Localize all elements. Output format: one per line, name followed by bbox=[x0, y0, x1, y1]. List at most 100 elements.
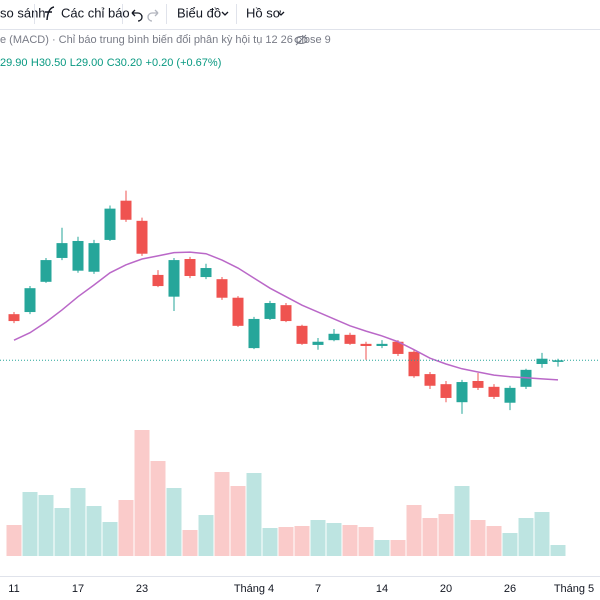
indicator-legend: e (MACD) · Chỉ báo trung bình biến đổi p… bbox=[0, 34, 331, 46]
volume-bar bbox=[534, 512, 550, 556]
candle-body bbox=[8, 314, 20, 322]
candle-body bbox=[120, 200, 132, 220]
indicator-icon bbox=[45, 6, 55, 21]
candle-body bbox=[136, 220, 148, 254]
x-tick-label: 23 bbox=[136, 583, 148, 595]
profile-button[interactable]: Hồ sơ bbox=[246, 5, 282, 20]
candle-body bbox=[184, 259, 196, 276]
volume-bar bbox=[342, 525, 358, 556]
compare-button[interactable]: so sánh bbox=[0, 5, 46, 20]
candle-body bbox=[216, 279, 228, 298]
volume-bar bbox=[390, 540, 406, 556]
volume-bar bbox=[310, 520, 326, 556]
candle-body bbox=[248, 318, 260, 349]
candle-body bbox=[488, 386, 500, 397]
candle-body bbox=[264, 303, 276, 319]
volume-bar bbox=[486, 526, 502, 556]
candle-body bbox=[360, 343, 372, 346]
moving-average bbox=[13, 251, 559, 381]
volume-bar bbox=[86, 506, 102, 556]
volume-bar bbox=[38, 495, 54, 556]
close: C30.20 bbox=[107, 57, 142, 69]
volume-bar bbox=[406, 505, 422, 556]
volume-bar bbox=[278, 527, 294, 556]
volume-bar bbox=[262, 528, 278, 556]
candle-body bbox=[536, 358, 548, 365]
candle-body bbox=[424, 374, 436, 386]
x-tick-label: 26 bbox=[504, 583, 516, 595]
volume-bar bbox=[246, 473, 262, 556]
candle-body bbox=[472, 380, 484, 388]
chevron bbox=[277, 11, 285, 16]
change: +0.20 (+0.67%) bbox=[146, 57, 222, 69]
volume-bar bbox=[294, 526, 310, 556]
candle-body bbox=[408, 351, 420, 377]
volume-bar bbox=[326, 523, 342, 556]
hide-icon[interactable] bbox=[294, 34, 308, 46]
low: L29.00 bbox=[70, 57, 104, 69]
candle-body bbox=[280, 305, 292, 322]
volume-bar bbox=[150, 461, 166, 556]
volume-bar bbox=[198, 515, 214, 556]
candle-body bbox=[232, 297, 244, 326]
redo-icon[interactable] bbox=[147, 9, 159, 22]
candle-body bbox=[88, 243, 100, 272]
eye bbox=[294, 36, 308, 44]
candle-body bbox=[344, 334, 356, 344]
volume-bar bbox=[6, 525, 22, 556]
candle-body bbox=[392, 341, 404, 354]
volume-bar bbox=[374, 540, 390, 556]
candle-body bbox=[376, 343, 388, 346]
volume-bar bbox=[134, 430, 150, 556]
candle-body bbox=[72, 240, 84, 271]
candle-body bbox=[312, 341, 324, 345]
candle-body bbox=[440, 384, 452, 398]
volume-bar bbox=[22, 492, 38, 556]
chevron bbox=[221, 11, 229, 16]
volume-bar bbox=[550, 545, 566, 556]
x-tick-label: 7 bbox=[315, 583, 321, 595]
candle-body bbox=[296, 325, 308, 344]
volume-bar bbox=[422, 518, 438, 556]
chart-button[interactable]: Biểu đồ bbox=[177, 5, 221, 20]
volume-bar bbox=[518, 518, 534, 556]
indicators-button[interactable]: Các chỉ báo bbox=[61, 5, 130, 20]
volume-bar bbox=[502, 533, 518, 556]
candle-body bbox=[552, 360, 564, 362]
x-tick-label: 11 bbox=[8, 583, 19, 595]
volume-bar bbox=[182, 530, 198, 556]
x-tick-label: Tháng 5 bbox=[554, 583, 594, 595]
volume-bar bbox=[118, 500, 134, 556]
open: 29.90 bbox=[0, 57, 28, 69]
candle-body bbox=[24, 288, 36, 313]
volume-bar bbox=[54, 508, 70, 556]
candle-body bbox=[40, 260, 52, 282]
volume-bar bbox=[214, 472, 230, 556]
volume-bar bbox=[70, 488, 86, 556]
x-tick-label: 20 bbox=[440, 583, 452, 595]
x-tick-label: Tháng 4 bbox=[234, 583, 274, 595]
volume-bar bbox=[166, 488, 182, 556]
volume-bar bbox=[102, 522, 118, 556]
candle-body bbox=[56, 243, 68, 258]
eye-slash bbox=[295, 34, 307, 46]
candle-body bbox=[328, 333, 340, 341]
volume-bar bbox=[358, 527, 374, 556]
candle-body bbox=[504, 387, 516, 403]
candle-body bbox=[200, 268, 212, 278]
ohlc-legend: 29.90 H30.50 L29.00 C30.20 +0.20 (+0.67%… bbox=[0, 55, 221, 69]
undo-icon[interactable] bbox=[131, 9, 143, 22]
candle-body bbox=[152, 274, 164, 287]
x-tick-label: 14 bbox=[376, 583, 388, 595]
candle-body bbox=[104, 208, 116, 240]
high: H30.50 bbox=[31, 57, 66, 69]
candle-body bbox=[456, 382, 468, 403]
volume-bar bbox=[470, 520, 486, 556]
volume-bar bbox=[230, 486, 246, 556]
volume-bar bbox=[438, 514, 454, 556]
x-tick-label: 17 bbox=[72, 583, 84, 595]
candle-body bbox=[168, 260, 180, 297]
